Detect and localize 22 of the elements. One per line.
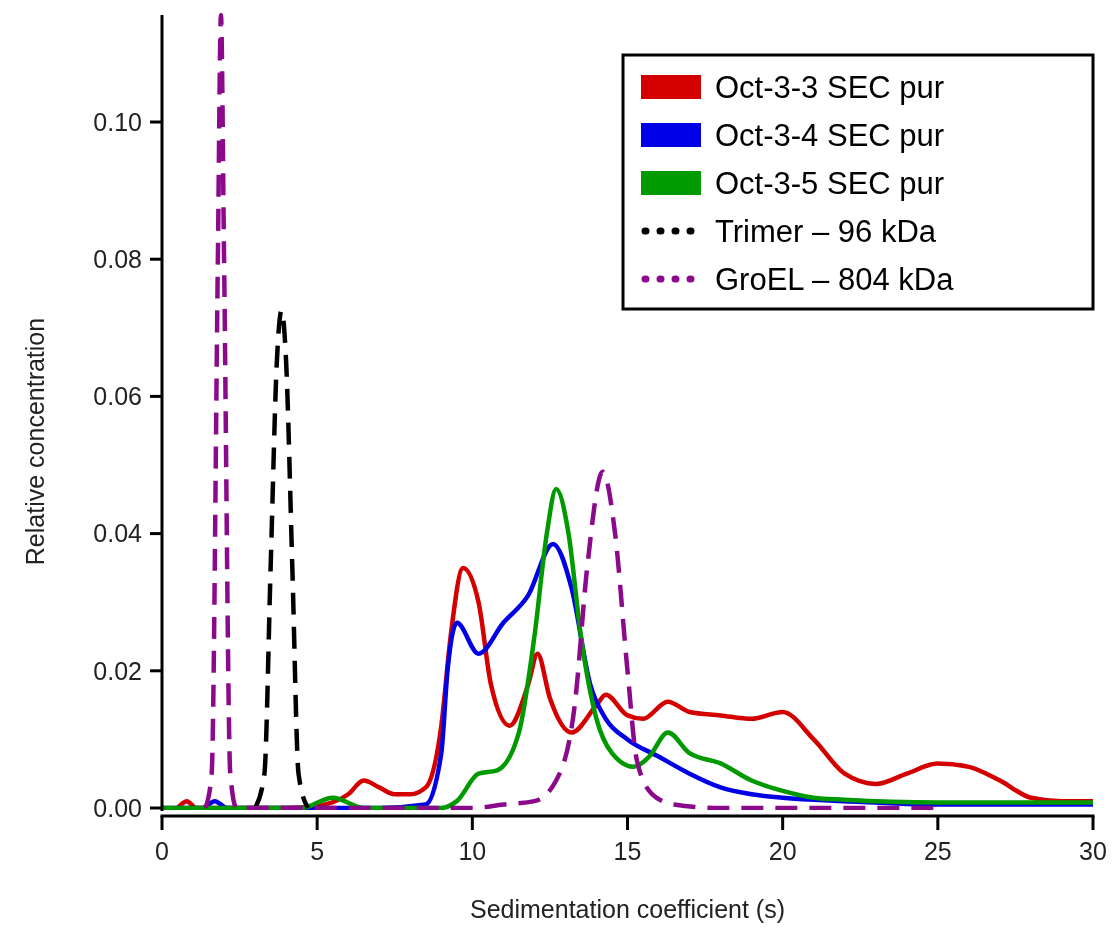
legend-label: Oct-3-4 SEC pur — [715, 117, 945, 153]
line-series — [252, 308, 311, 810]
x-tick-label: 25 — [923, 837, 952, 865]
x-tick-label: 5 — [310, 837, 325, 865]
x-axis-title: Sedimentation coefficient (s) — [470, 895, 785, 923]
legend-label: Trimer – 96 kDa — [715, 213, 937, 249]
y-tick-label: 0.08 — [93, 244, 142, 273]
y-axis-title: Relative concentration — [21, 317, 49, 566]
x-tick-label: 15 — [613, 837, 642, 865]
y-tick-label: 0.10 — [93, 107, 142, 136]
legend-label: Oct-3-3 SEC pur — [715, 69, 945, 105]
y-tick-label: 0.06 — [93, 382, 142, 411]
x-tick-label: 20 — [768, 837, 797, 865]
legend-label: Oct-3-5 SEC pur — [715, 165, 945, 201]
line-series — [162, 486, 1093, 810]
y-tick-label: 0.00 — [93, 793, 142, 822]
x-tick-label: 0 — [155, 837, 169, 865]
legend-label: GroEL – 804 kDa — [715, 261, 955, 297]
x-tick-label: 10 — [458, 837, 487, 865]
x-tick-label: 30 — [1079, 837, 1107, 865]
y-tick-label: 0.02 — [93, 656, 142, 685]
y-tick-label: 0.04 — [93, 519, 143, 548]
